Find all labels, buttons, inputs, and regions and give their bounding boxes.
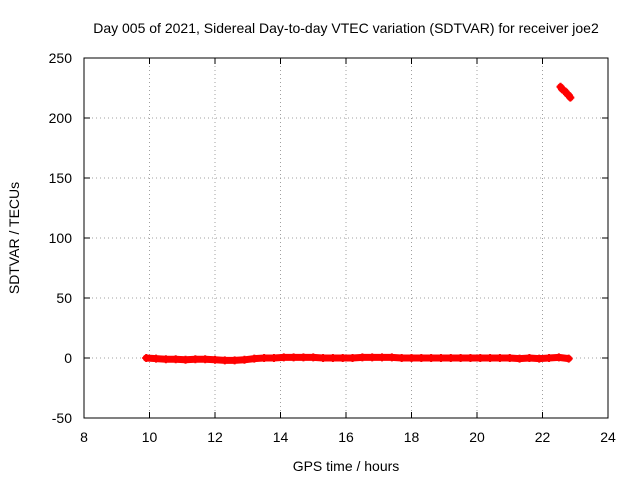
data-point [456,354,465,362]
data-point [338,354,347,362]
y-tick-label: 250 [49,50,73,66]
data-point [387,353,396,362]
data-point [319,354,328,362]
data-point [328,354,337,362]
x-tick-label: 24 [600,429,616,445]
data-point [368,353,377,362]
y-tick-labels: -50 0 50 100 150 200 250 [49,50,73,426]
data-point [566,93,575,102]
data-points [142,82,575,365]
data-point [279,353,288,362]
data-point [417,354,426,362]
data-point [476,354,485,362]
x-tick-label: 8 [80,429,88,445]
data-point [486,354,495,362]
data-point [161,355,170,364]
data-point [525,354,534,362]
y-tick-label: 200 [49,110,73,126]
axis-ticks [83,57,609,419]
data-point [152,354,161,363]
y-tick-label: 0 [64,350,72,366]
data-point [299,353,308,362]
data-point [397,354,406,362]
grid-lines [84,58,608,418]
data-point [201,355,210,364]
data-point [545,354,554,362]
data-point [495,354,504,362]
y-tick-label: 150 [49,170,73,186]
x-tick-label: 16 [338,429,354,445]
data-point [348,354,357,362]
data-point [260,354,269,362]
chart-title: Day 005 of 2021, Sidereal Day-to-day VTE… [93,20,599,36]
y-tick-label: 50 [56,290,72,306]
x-tick-label: 14 [273,429,289,445]
data-point [171,355,180,364]
series-band [142,353,573,364]
x-tick-label: 10 [142,429,158,445]
y-axis-label: SDTVAR / TECUs [6,182,22,294]
data-point [211,355,219,364]
data-point [309,353,318,362]
data-point [407,354,416,362]
data-point [181,355,190,364]
data-point [191,355,200,364]
data-point [358,353,367,362]
data-point [554,353,563,362]
x-tick-label: 12 [207,429,223,445]
x-tick-label: 22 [535,429,551,445]
data-point [515,354,524,363]
data-point [505,354,514,362]
data-point [289,353,298,362]
data-point [220,356,229,365]
x-axis-label: GPS time / hours [293,458,400,474]
data-point [466,354,475,362]
data-point [240,355,249,364]
x-tick-label: 18 [404,429,420,445]
data-point [436,354,445,362]
y-tick-label: 100 [49,230,73,246]
data-point [564,354,573,363]
series-0 [142,353,573,365]
data-point [427,354,436,362]
data-point [250,354,259,363]
data-point [446,354,455,362]
data-point [230,356,239,365]
data-point [269,354,278,362]
x-tick-label: 20 [469,429,485,445]
data-point [378,353,387,362]
data-point [142,354,151,362]
data-point [535,354,544,363]
series-1 [556,82,575,102]
y-tick-label: -50 [52,410,72,426]
x-tick-labels: 8 10 12 14 16 18 20 22 24 [80,429,616,445]
